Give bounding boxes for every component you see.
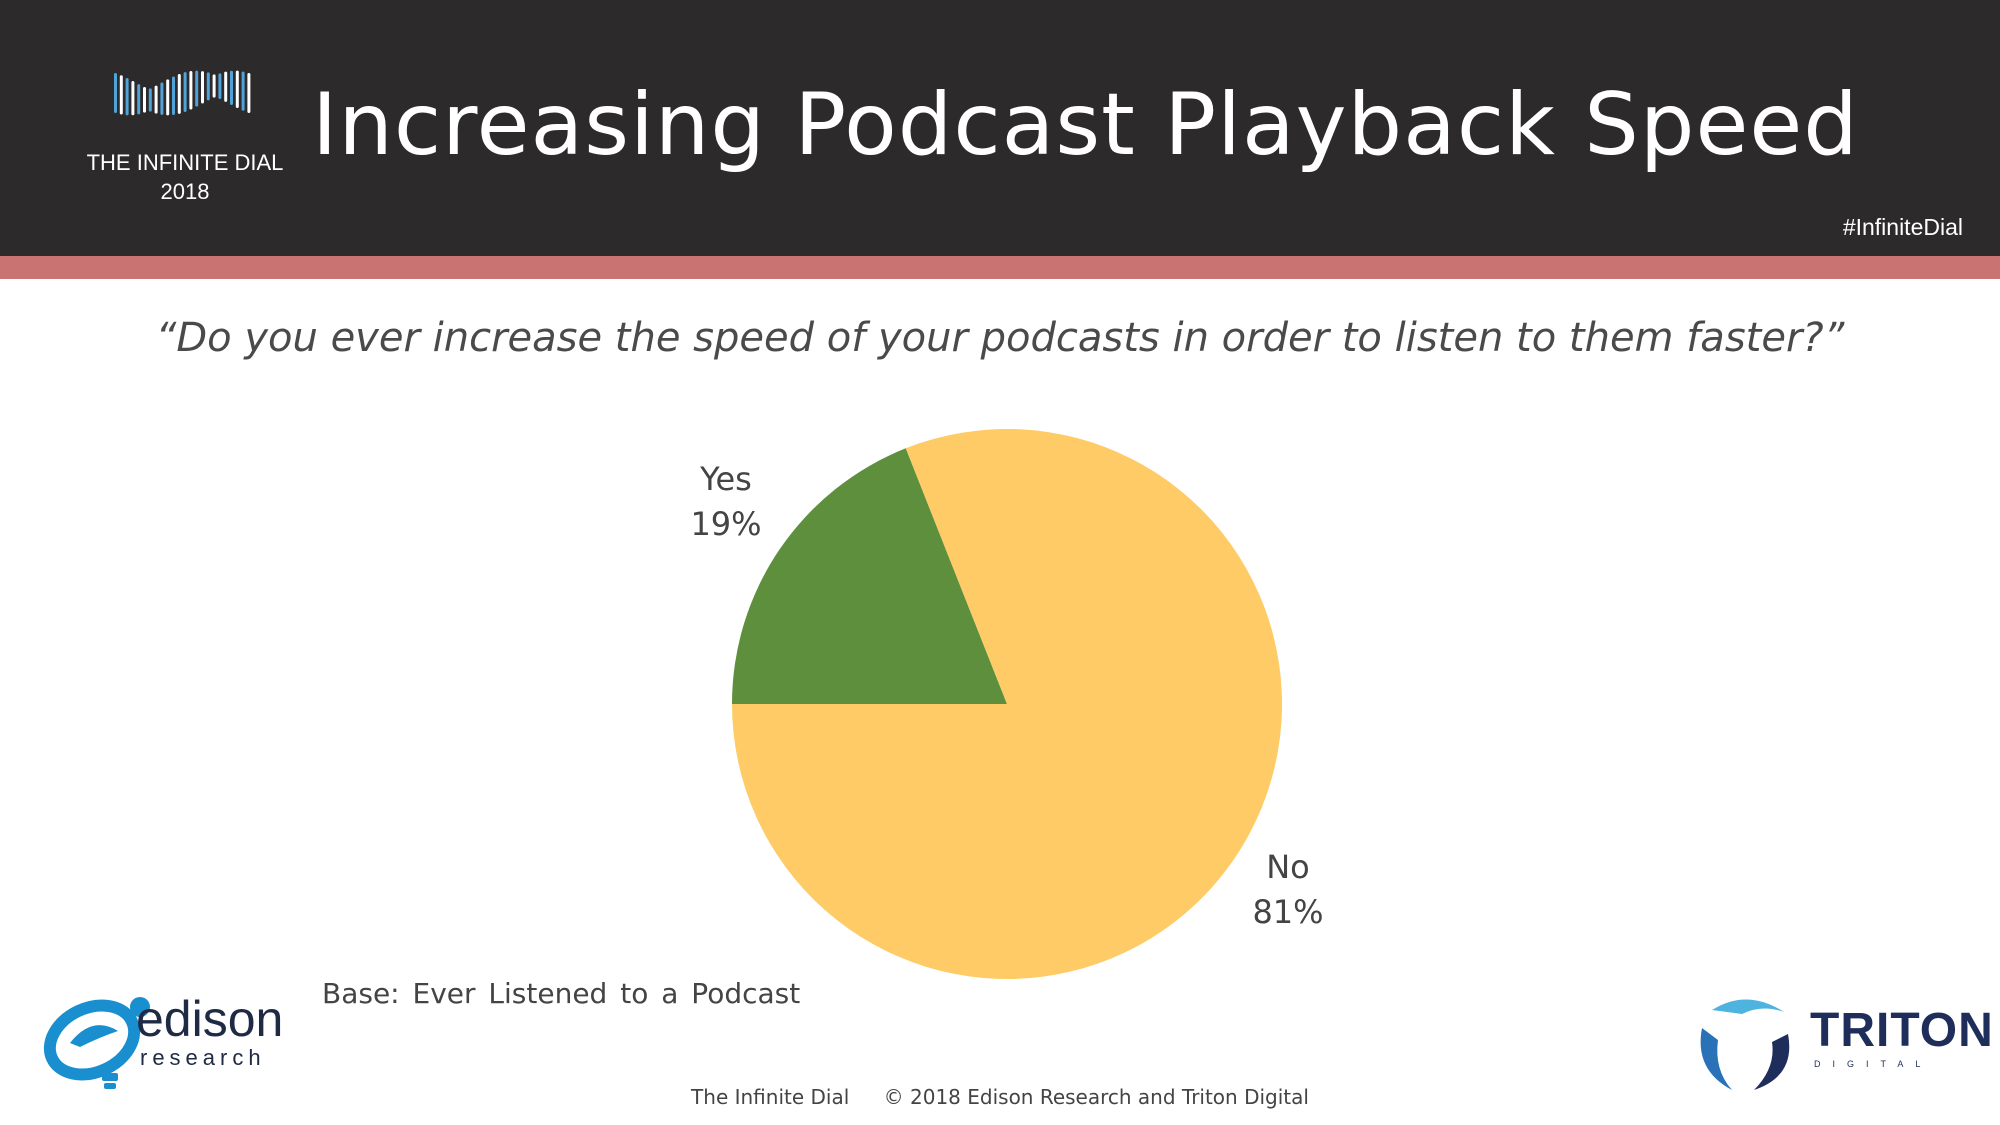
logo-bar — [224, 71, 228, 102]
triton-wordmark: TRITON — [1810, 1004, 1994, 1057]
logo-bar — [172, 76, 175, 116]
logo-bar — [195, 70, 199, 107]
edison-wordmark: edison — [136, 991, 284, 1047]
logo-bar — [201, 71, 204, 104]
header-bar: THE INFINITE DIAL 2018 Increasing Podcas… — [0, 0, 2000, 256]
slice-label-no: No — [1266, 848, 1310, 886]
triton-emblem-icon — [1700, 999, 1790, 1090]
footer-copyright: © 2018 Edison Research and Triton Digita… — [883, 1085, 1309, 1109]
footer-left: The Infinite Dial — [691, 1085, 850, 1109]
logo-bar — [125, 77, 129, 116]
slice-value-no: 81% — [1252, 893, 1323, 931]
logo-bar — [218, 73, 222, 99]
logo-line-2: 2018 — [160, 179, 210, 204]
logo-line-1: THE INFINITE DIAL — [86, 150, 284, 175]
edison-subtitle: research — [140, 1045, 266, 1070]
header-accent-stripe — [0, 256, 2000, 279]
edison-research-logo: edison research — [40, 985, 300, 1097]
logo-bar — [212, 74, 216, 98]
triton-digital-logo: TRITON DIGITAL — [1692, 990, 1993, 1095]
logo-bar — [137, 84, 141, 115]
logo-bar — [235, 70, 239, 109]
logo-bar — [114, 73, 117, 113]
infinite-dial-logo-icon — [114, 70, 251, 116]
logo-bar — [177, 74, 181, 114]
edison-swirl-icon — [43, 997, 150, 1089]
slice-value-yes: 19% — [690, 505, 761, 543]
pie-slice-yes — [732, 448, 1007, 704]
logo-bar — [143, 87, 146, 113]
logo-bar — [247, 73, 251, 113]
triton-subtitle: DIGITAL — [1814, 1059, 1933, 1069]
logo-bar — [206, 72, 210, 101]
logo-bar — [183, 72, 187, 112]
logo-bar — [154, 85, 158, 114]
logo-bar — [166, 79, 170, 116]
logo-bar — [119, 75, 123, 115]
hashtag-label: #InfiniteDial — [1842, 214, 1963, 240]
logo-bar — [131, 80, 135, 116]
logo-bar — [189, 70, 193, 110]
survey-question: “Do you ever increase the speed of your … — [155, 315, 1845, 361]
base-note: Base: Ever Listened to a Podcast — [322, 977, 801, 1010]
logo-bar — [148, 88, 152, 112]
page-title: Increasing Podcast Playback Speed — [312, 75, 1859, 175]
logo-bar — [241, 71, 245, 111]
pie-slice-no — [732, 428, 1283, 979]
slice-label-yes: Yes — [699, 460, 752, 498]
infinite-dial-logo-text: THE INFINITE DIAL 2018 — [80, 148, 290, 206]
logo-bar — [160, 82, 164, 115]
logo-bar — [230, 70, 233, 106]
footer: The Infinite Dial © 2018 Edison Research… — [0, 1083, 2000, 1111]
